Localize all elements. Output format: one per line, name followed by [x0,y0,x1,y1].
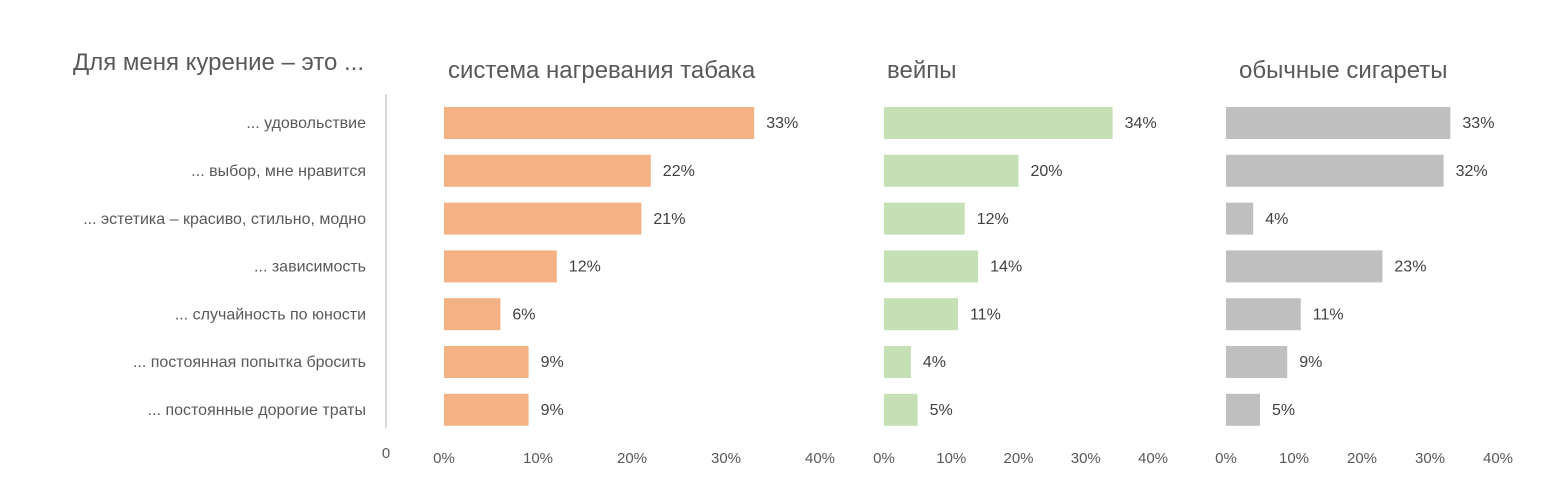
data-label: 12% [569,259,601,276]
x-tick-label: 30% [1415,450,1445,467]
category-label: ... постоянные дорогие траты [148,402,366,419]
category-label: ... случайность по юности [175,306,366,323]
bar [444,154,651,187]
data-label: 11% [970,306,1001,323]
bar [884,202,965,235]
x-tick-label: 40% [1483,450,1513,467]
data-label: 9% [1299,354,1322,371]
category-axis-zero-label: 0 [382,445,390,462]
x-tick-label: 0% [1215,450,1237,467]
x-tick-label: 0% [873,450,895,467]
category-label: ... эстетика – красиво, стильно, модно [83,211,366,228]
panel-title: система нагревания табака [448,57,756,84]
category-label: ... удовольствие [246,115,366,132]
bar [444,202,642,235]
x-tick-label: 40% [805,450,835,467]
bar [1226,250,1383,283]
data-label: 14% [990,259,1022,276]
bar [1226,202,1254,235]
data-label: 33% [1462,115,1494,132]
chart-title: Для меня курение – это ... [73,49,364,76]
x-tick-label: 10% [523,450,553,467]
data-label: 9% [541,354,564,371]
x-tick-label: 20% [1003,450,1033,467]
category-label: ... выбор, мне нравится [191,163,366,180]
data-label: 22% [663,163,695,180]
category-label: ... постоянная попытка бросить [133,354,366,371]
data-label: 5% [930,402,953,419]
bar [884,107,1113,139]
data-label: 32% [1456,163,1488,180]
x-tick-label: 10% [936,450,966,467]
x-tick-label: 30% [1071,450,1101,467]
panel-title: вейпы [887,57,956,84]
data-label: 23% [1394,259,1426,276]
category-label: ... зависимость [254,259,366,276]
x-tick-label: 20% [617,450,647,467]
bar [1226,346,1288,378]
bar [1226,393,1260,426]
data-label: 11% [1313,306,1344,323]
panel-2: вейпы 34% 20% 12% 14% 11% 4% 5% 0% 10% 20% 30% 40% [873,57,1168,467]
bar [884,346,911,378]
data-label: 20% [1031,163,1063,180]
bar [884,154,1019,187]
bar [444,250,557,283]
bar [1226,107,1451,139]
data-label: 4% [923,354,946,371]
bar [444,393,529,426]
panel-3: обычные сигареты 33% 32% 4% 23% 11% 9% 5% 0% 10% 2… [1215,57,1513,467]
bar [884,298,958,331]
bar [444,346,529,378]
data-label: 21% [653,211,685,228]
data-label: 9% [541,402,564,419]
bar [884,393,918,426]
bar [444,298,501,331]
bar [444,107,755,139]
x-tick-label: 0% [433,450,455,467]
bar [884,250,979,283]
panel-title: обычные сигареты [1239,57,1448,84]
data-label: 5% [1272,402,1295,419]
bar [1226,154,1444,187]
data-label: 6% [512,306,535,323]
data-label: 12% [977,211,1009,228]
x-tick-label: 30% [711,450,741,467]
panel-1: система нагревания табака 33% 22% 21% 12% 6% 9… [433,57,835,467]
bar [1226,298,1301,331]
data-label: 33% [766,115,798,132]
data-label: 34% [1125,115,1157,132]
x-tick-label: 40% [1138,450,1168,467]
x-tick-label: 10% [1279,450,1309,467]
data-label: 4% [1265,211,1288,228]
x-tick-label: 20% [1347,450,1377,467]
